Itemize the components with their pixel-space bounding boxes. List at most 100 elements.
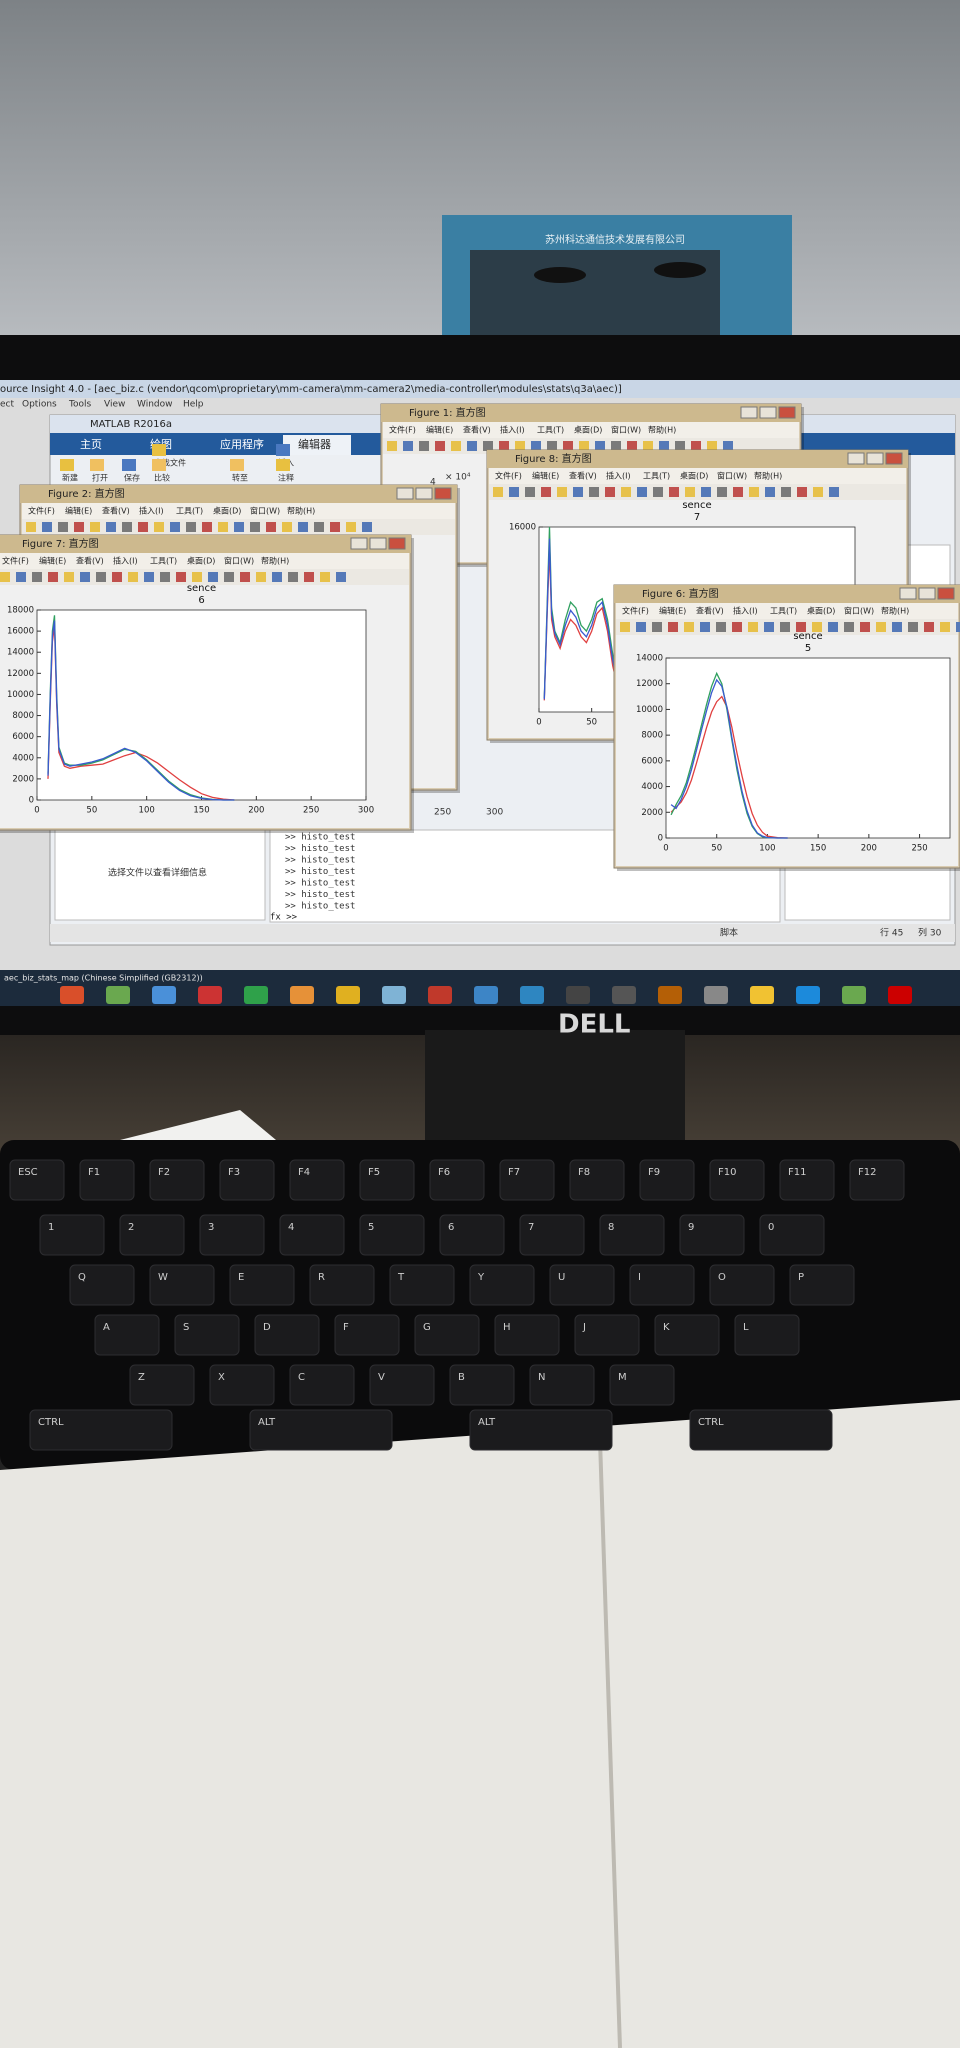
window-button [866,452,884,465]
toolbar-icon [780,622,790,632]
key-label: F [343,1322,349,1333]
menu-bar [616,603,958,619]
title-bar [0,535,411,553]
key-label: 9 [688,1222,694,1233]
key [429,1159,485,1201]
toolbar-icon [170,522,180,532]
toolbar-icon [266,522,276,532]
taskbar-icon [198,986,222,1004]
menu-item: 桌面(D) [574,425,602,435]
toolbar-icon [940,622,950,632]
key [759,1214,825,1256]
x-tick-label: 0 [34,806,39,816]
label: 保存 [124,473,140,483]
toolbar-icon [42,522,52,532]
label: Tools [68,400,91,410]
toolbar-icon [531,441,541,451]
key [334,1314,400,1356]
toolbar-icon [467,441,477,451]
toolbar-icon [621,487,631,497]
window-title: Figure 7: 直方图 [22,537,99,550]
x-tick-label: 0 [663,844,668,854]
toolbar-icon [668,622,678,632]
brand-logo: DELL [558,1010,630,1040]
axis-text: 4 [430,478,436,488]
toolbar-icon [579,441,589,451]
toolbar-icon [96,572,106,582]
toolbar-icon [90,459,104,471]
key-label: F5 [368,1167,380,1178]
y-tick-label: 2000 [12,774,34,784]
key [209,1364,275,1406]
key [494,1314,560,1356]
toolbar-icon [636,622,646,632]
toolbar-icon [192,572,202,582]
taskbar-icon [152,986,176,1004]
toolbar-icon [419,441,429,451]
menu-bar [0,553,409,569]
key [119,1214,185,1256]
window-button [937,587,955,600]
window-button [899,587,917,600]
toolbar-icon [749,487,759,497]
toolbar-icon [112,572,122,582]
toolbar-icon [230,459,244,471]
key [449,1364,515,1406]
toolbar-icon [152,444,166,456]
x-tick-label: 50 [711,844,722,854]
toolbar-icon [685,487,695,497]
label: >> histo_test [285,844,355,854]
x-tick-label: 50 [86,806,97,816]
menu-item: 文件(F) [495,471,522,481]
rack-hole [534,267,586,283]
label: Help [183,400,204,410]
key-label: B [458,1372,465,1383]
plot-area [36,609,367,801]
label: >> histo_test [285,856,355,866]
key-label: W [158,1272,168,1283]
rack-hole [654,262,706,278]
chart-title: sence [682,500,711,511]
menu-item: 桌面(D) [680,471,708,481]
menu-bar [383,422,799,438]
menu-item: 插入(I) [606,471,631,481]
toolbar-icon [924,622,934,632]
toolbar-icon [652,622,662,632]
key [309,1264,375,1306]
menu-item: 工具(T) [176,507,203,516]
taskbar-icon [796,986,820,1004]
toolbar-icon [176,572,186,582]
menu-item: 帮助(H) [261,556,289,566]
key-label: T [397,1272,405,1283]
key-label: F9 [648,1167,660,1178]
y-tick-label: 4000 [641,782,663,792]
key-label: L [743,1322,749,1333]
toolbar-icon [122,459,136,471]
key-label: F3 [228,1167,240,1178]
y-tick-label: 16000 [509,523,536,533]
toolbar-icon [748,622,758,632]
menu-item: 编辑(E) [659,606,686,616]
window-button [885,452,903,465]
x-tick-label: 200 [861,844,877,854]
menu-item: 窗口(W) [250,506,280,516]
key-label: F2 [158,1167,170,1178]
menu-item: 查看(V) [696,606,724,616]
toolbar-icon [435,441,445,451]
key-label: 0 [768,1222,774,1233]
menu-item: 窗口(W) [844,606,874,616]
key [499,1159,555,1201]
key-label: P [798,1272,804,1283]
toolbar-icon [403,441,413,451]
key [69,1264,135,1306]
key [289,1159,345,1201]
toolbar-icon [58,522,68,532]
key [779,1159,835,1201]
taskbar-icon [290,986,314,1004]
window-button [369,537,387,550]
key [574,1314,640,1356]
window-title: Figure 1: 直方图 [409,406,486,419]
key-label: ESC [18,1167,38,1178]
label: 转至 [232,473,248,483]
window-content: 文件(F) 编辑(E) 查看(V) 插入(I) 工具(T) 桌面(D) 窗口(W) 帮助(H)… [616,603,960,866]
